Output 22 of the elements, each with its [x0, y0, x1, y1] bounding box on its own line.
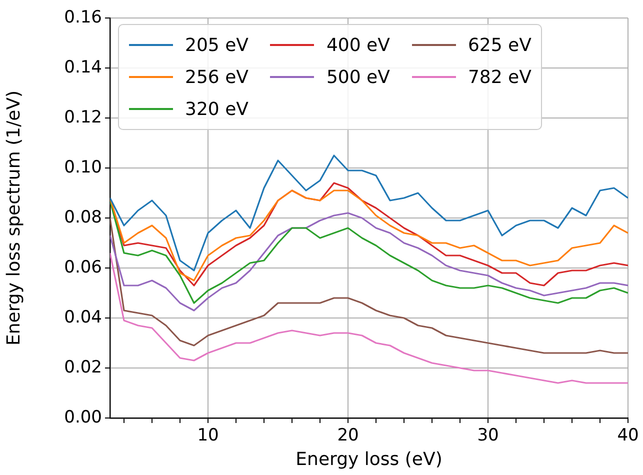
x-tick-label: 40	[617, 426, 639, 446]
y-axis-title: Energy loss spectrum (1/eV)	[3, 90, 24, 346]
y-tick-label: 0.14	[64, 57, 102, 78]
legend-label: 205 eV	[185, 34, 248, 56]
y-tick-label: 0.16	[64, 7, 102, 28]
legend-label: 625 eV	[468, 34, 532, 56]
legend-label: 320 eV	[185, 98, 248, 120]
x-tick-label: 20	[337, 426, 359, 446]
x-tick-label: 10	[197, 426, 219, 446]
y-tick-label: 0.06	[64, 257, 102, 278]
y-tick-label: 0.02	[64, 357, 102, 378]
legend-label: 782 eV	[468, 66, 532, 88]
x-axis-title: Energy loss (eV)	[296, 448, 442, 470]
y-tick-label: 0.00	[64, 407, 102, 428]
y-tick-label: 0.08	[64, 207, 102, 228]
y-tick-label: 0.12	[64, 107, 102, 128]
x-tick-label: 30	[477, 426, 499, 446]
legend-label: 400 eV	[326, 34, 390, 56]
y-tick-label: 0.04	[64, 307, 102, 328]
legend-label: 500 eV	[326, 66, 390, 88]
y-tick-label: 0.10	[64, 157, 102, 178]
legend-label: 256 eV	[185, 66, 248, 88]
